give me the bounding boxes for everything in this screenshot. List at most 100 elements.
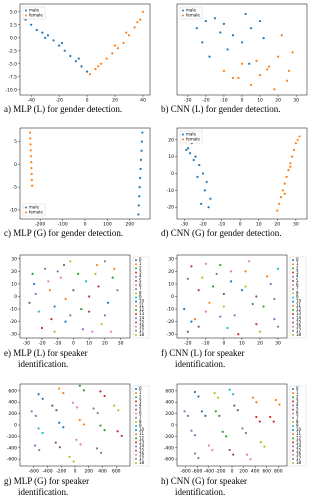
legend-label: 13 <box>139 439 145 444</box>
point <box>33 282 36 286</box>
x-tick-label: 0 <box>231 469 234 475</box>
x-tick-label: 20 <box>102 341 108 347</box>
x-tick-label: -40 <box>28 98 35 104</box>
point <box>58 387 61 390</box>
point <box>111 52 114 55</box>
point <box>277 55 280 58</box>
point <box>103 429 106 432</box>
legend-marker <box>135 259 137 262</box>
x-tick-label: 30 <box>118 341 124 347</box>
y-tick-label: -10 <box>10 307 17 313</box>
point <box>291 155 294 158</box>
point <box>237 76 240 80</box>
point <box>255 59 258 62</box>
legend-marker <box>135 267 137 270</box>
point <box>240 289 244 292</box>
legend-marker <box>135 329 137 332</box>
legend-label: 2 <box>296 394 299 399</box>
point <box>64 320 67 323</box>
point <box>255 323 258 326</box>
point <box>186 414 190 417</box>
point <box>273 297 276 301</box>
legend-box <box>289 256 307 339</box>
point <box>251 396 254 399</box>
point <box>183 307 186 311</box>
point <box>37 427 40 430</box>
point <box>88 73 91 76</box>
x-tick-label: 30 <box>293 222 299 228</box>
legend-box <box>179 6 203 20</box>
point <box>190 265 193 268</box>
point <box>258 19 262 23</box>
point <box>285 175 288 178</box>
point <box>77 272 80 275</box>
point <box>137 204 140 207</box>
point <box>262 305 265 308</box>
legend-label: 7 <box>139 415 142 420</box>
point <box>251 302 254 306</box>
point <box>44 36 47 39</box>
legend-label: 13 <box>296 439 302 444</box>
point <box>193 390 197 394</box>
legend-label: 4 <box>139 274 142 279</box>
legend-box <box>179 130 203 144</box>
legend-marker <box>135 429 137 432</box>
y-tick-label: 5 <box>14 139 17 145</box>
legend-marker <box>135 300 137 303</box>
legend-label: 10 <box>139 299 145 304</box>
point <box>219 315 222 318</box>
point <box>278 403 281 406</box>
point <box>255 415 258 419</box>
point <box>116 430 119 433</box>
legend-label: male <box>186 8 196 13</box>
x-tick-label: 20 <box>257 341 263 347</box>
point <box>78 418 81 421</box>
y-tick-label: 20 <box>168 137 174 143</box>
y-tick-label: -2.5 <box>8 48 17 54</box>
legend-label: 14 <box>139 315 145 320</box>
y-tick-label: 0.0 <box>10 35 17 41</box>
point <box>226 48 229 51</box>
legend-label: 3 <box>296 398 299 403</box>
legend-label: 5 <box>139 278 142 283</box>
point <box>281 189 284 192</box>
x-tick-label: -30 <box>184 98 191 104</box>
legend-marker <box>135 404 137 407</box>
point <box>232 453 235 456</box>
point <box>209 197 212 200</box>
y-tick-label: -10 <box>167 188 174 194</box>
point <box>34 414 37 417</box>
legend-box <box>22 203 46 217</box>
x-tick-label: -10 <box>202 341 209 347</box>
point <box>85 70 89 73</box>
point <box>193 318 197 321</box>
point <box>31 184 34 187</box>
legend-marker <box>292 416 294 419</box>
point <box>237 333 240 336</box>
point <box>139 167 142 171</box>
point <box>204 310 207 313</box>
legend-marker <box>135 325 137 328</box>
point <box>203 189 206 192</box>
legend-marker <box>135 416 137 419</box>
point <box>82 389 86 392</box>
point <box>80 307 83 311</box>
point <box>60 41 64 45</box>
legend-label: 7 <box>139 286 142 291</box>
point <box>274 398 278 402</box>
legend-marker <box>25 211 27 214</box>
y-tick-label: -400 <box>164 445 174 451</box>
point <box>41 397 44 400</box>
x-tick-label: -100 <box>57 222 67 228</box>
point <box>233 314 236 317</box>
legend-box <box>132 385 150 467</box>
y-tick-label: 200 <box>165 411 174 417</box>
legend-label: 17 <box>296 328 302 333</box>
y-tick-label: 600 <box>8 388 17 394</box>
point <box>141 10 145 13</box>
legend-marker <box>292 388 294 391</box>
point <box>116 289 119 292</box>
point <box>84 280 88 283</box>
legend-marker <box>292 441 294 444</box>
